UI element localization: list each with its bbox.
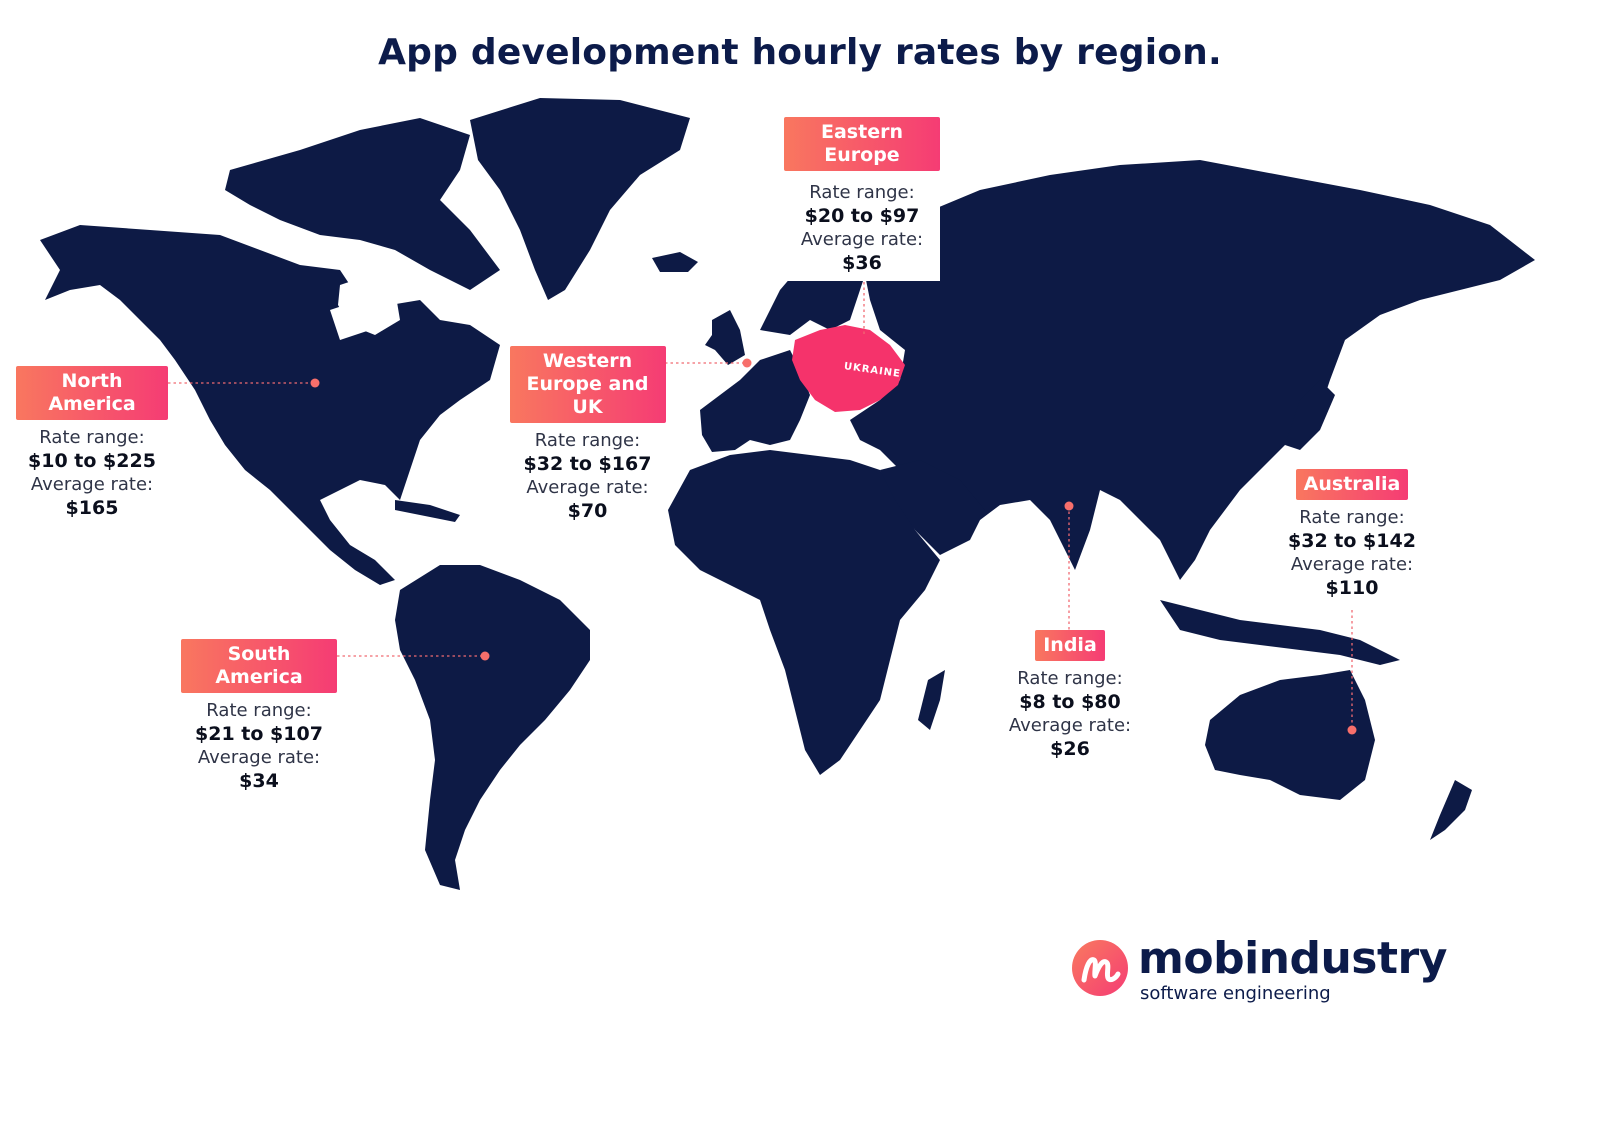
australia <box>1205 670 1375 800</box>
rate-range-value: $21 to $107 <box>195 723 323 745</box>
logo-wordmark: mobindustry <box>1138 933 1447 984</box>
region-tag: India <box>1035 630 1105 661</box>
marker-western-europe <box>742 358 752 368</box>
marker-south-america <box>480 651 490 661</box>
western-europe <box>700 350 810 452</box>
rate-range-value: $32 to $167 <box>523 453 652 475</box>
rate-range-value: $8 to $80 <box>1019 691 1121 713</box>
iceland <box>652 252 698 272</box>
region-label-south-america: South America Rate range: $21 to $107 Av… <box>181 639 337 793</box>
region-tag: South America <box>181 639 337 693</box>
average-rate-label: Average rate: <box>197 747 321 768</box>
indonesia <box>1160 600 1400 665</box>
average-rate-value: $165 <box>65 497 119 519</box>
average-rate-value: $110 <box>1325 577 1379 599</box>
arctic-islands <box>225 118 500 290</box>
average-rate-label: Average rate: <box>526 477 649 498</box>
region-label-india: India Rate range: $8 to $80 Average rate… <box>1000 630 1140 761</box>
marker-australia <box>1347 725 1357 735</box>
region-tag: North America <box>16 366 168 420</box>
rate-range-label: Rate range: <box>809 182 915 203</box>
rate-range-label: Rate range: <box>1299 507 1405 528</box>
region-tag: Eastern Europe <box>784 117 940 171</box>
average-rate-value: $34 <box>239 770 279 792</box>
arabia <box>880 460 985 555</box>
rate-range-label: Rate range: <box>534 430 641 451</box>
marker-north-america <box>310 378 320 388</box>
madagascar <box>918 670 945 730</box>
mobindustry-logo: mobindustry software engineering <box>1070 936 1447 1006</box>
caribbean <box>395 500 460 522</box>
new-zealand <box>1430 780 1472 840</box>
rate-range-label: Rate range: <box>206 700 312 721</box>
average-rate-label: Average rate: <box>1008 715 1132 736</box>
average-rate-label: Average rate: <box>800 229 924 250</box>
uk <box>705 310 745 365</box>
average-rate-value: $36 <box>842 252 882 274</box>
average-rate-label: Average rate: <box>30 474 154 495</box>
region-tag: Western Europe and UK <box>509 346 666 423</box>
eastern-europe-highlight <box>792 325 905 412</box>
mobindustry-m-icon <box>1072 940 1128 996</box>
average-rate-value: $26 <box>1050 738 1090 760</box>
region-label-north-america: North America Rate range: $10 to $225 Av… <box>16 366 168 520</box>
region-label-australia: Australia Rate range: $32 to $142 Averag… <box>1280 469 1424 600</box>
rate-range-value: $20 to $97 <box>804 205 920 227</box>
region-tag: Australia <box>1295 469 1409 500</box>
asia <box>850 160 1535 580</box>
marker-india <box>1064 501 1074 511</box>
africa <box>668 450 940 775</box>
average-rate-label: Average rate: <box>1290 554 1414 575</box>
japan <box>1285 380 1335 450</box>
greenland <box>470 98 690 300</box>
south-america <box>395 565 590 890</box>
rate-range-value: $32 to $142 <box>1288 530 1416 552</box>
rate-range-label: Rate range: <box>39 427 145 448</box>
rate-range-label: Rate range: <box>1017 668 1123 689</box>
page-title: App development hourly rates by region. <box>378 32 1222 73</box>
logo-tagline: software engineering <box>1140 983 1331 1004</box>
region-label-western-europe: Western Europe and UK Rate range: $32 to… <box>509 346 666 523</box>
rate-range-value: $10 to $225 <box>28 450 156 472</box>
region-label-eastern-europe: Eastern Europe Rate range: $20 to $97 Av… <box>784 117 940 281</box>
average-rate-value: $70 <box>567 500 608 522</box>
